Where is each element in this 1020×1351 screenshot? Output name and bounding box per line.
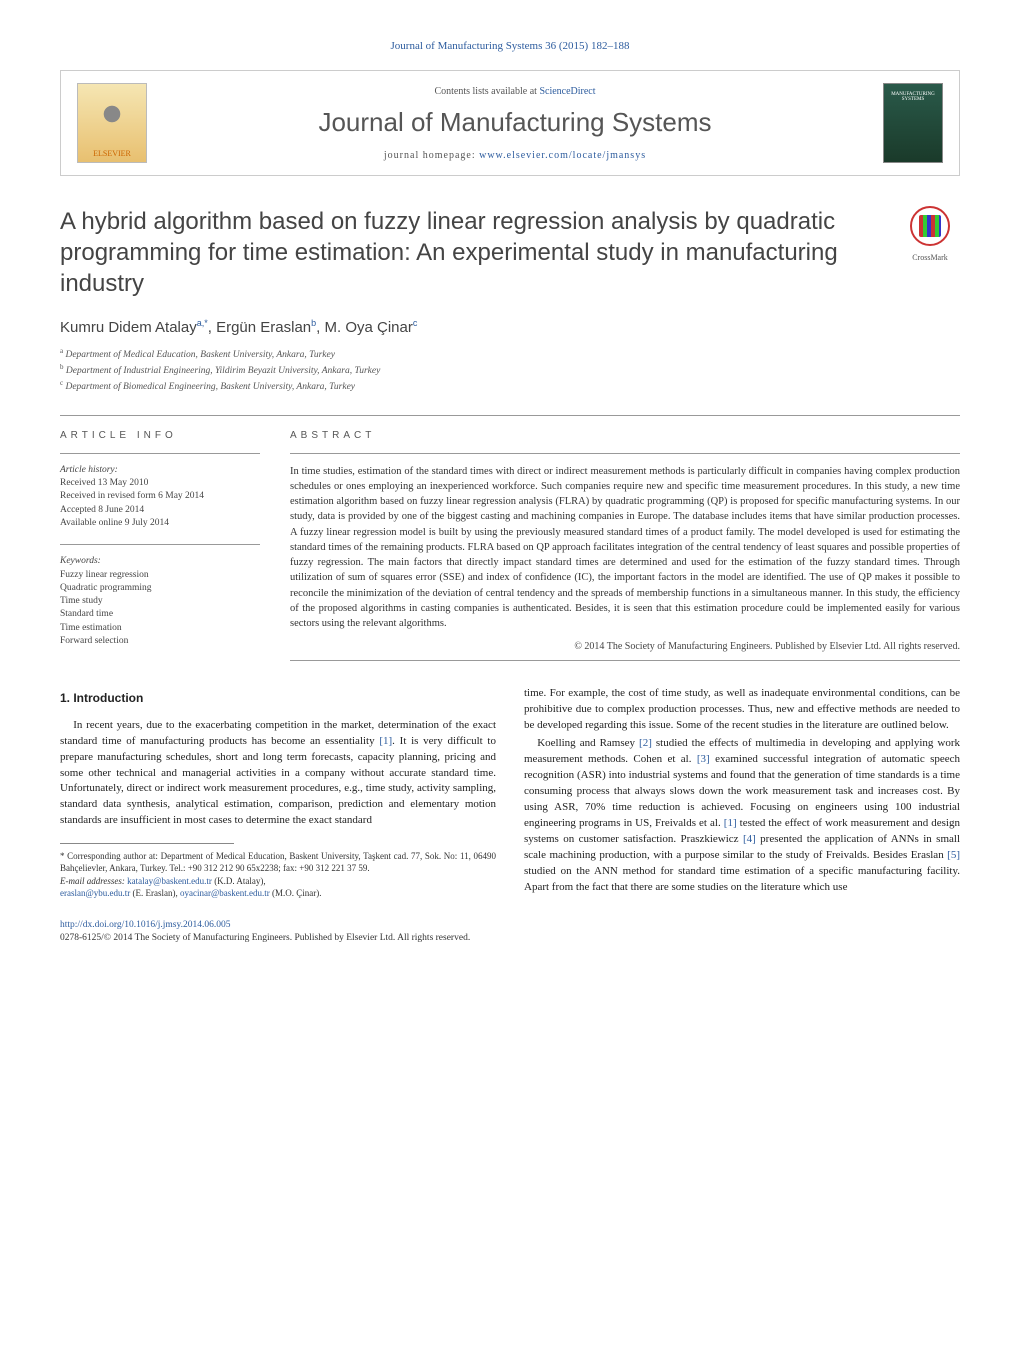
author-1-sup: a,* (197, 318, 208, 328)
doi-link[interactable]: http://dx.doi.org/10.1016/j.jmsy.2014.06… (60, 920, 230, 930)
contents-available: Contents lists available at ScienceDirec… (167, 86, 863, 97)
article-history: Article history: Received 13 May 2010 Re… (60, 464, 260, 530)
corresponding-author-note: Corresponding author at: Department of M… (60, 851, 496, 873)
keywords-block: Keywords: Fuzzy linear regression Quadra… (60, 555, 260, 648)
body-text: 1. Introduction In recent years, due to … (60, 686, 960, 899)
article-info-label: ARTICLE INFO (60, 430, 260, 441)
email-link-2[interactable]: eraslan@ybu.edu.tr (60, 888, 130, 898)
journal-header: ELSEVIER Contents lists available at Sci… (60, 70, 960, 176)
abstract-copyright: © 2014 The Society of Manufacturing Engi… (290, 641, 960, 652)
author-3: , M. Oya Çinar (316, 319, 413, 336)
footnotes: * Corresponding author at: Department of… (60, 850, 496, 899)
abstract-text: In time studies, estimation of the stand… (290, 464, 960, 631)
homepage-link[interactable]: www.elsevier.com/locate/jmansys (479, 150, 646, 161)
accepted-date: Accepted 8 June 2014 (60, 504, 260, 517)
page-footer: http://dx.doi.org/10.1016/j.jmsy.2014.06… (60, 919, 960, 946)
issn-copyright: 0278-6125/© 2014 The Society of Manufact… (60, 933, 470, 943)
section-1-title: 1. Introduction (60, 690, 496, 707)
keyword-4: Standard time (60, 608, 260, 621)
email-link-3[interactable]: oyacinar@baskent.edu.tr (180, 888, 270, 898)
email-name-1: (K.D. Atalay), (212, 876, 266, 886)
keyword-5: Time estimation (60, 622, 260, 635)
keywords-header: Keywords: (60, 555, 260, 568)
email-name-3: (M.O. Çinar). (270, 888, 322, 898)
article-title: A hybrid algorithm based on fuzzy linear… (60, 206, 880, 300)
revised-date: Received in revised form 6 May 2014 (60, 490, 260, 503)
keyword-6: Forward selection (60, 635, 260, 648)
journal-name: Journal of Manufacturing Systems (167, 107, 863, 138)
contents-prefix: Contents lists available at (434, 86, 539, 97)
crossmark-label: CrossMark (900, 253, 960, 262)
online-date: Available online 9 July 2014 (60, 517, 260, 530)
divider (60, 415, 960, 416)
body-p1: In recent years, due to the exacerbating… (60, 718, 496, 830)
ref-link[interactable]: [1] (724, 817, 737, 829)
sciencedirect-link[interactable]: ScienceDirect (539, 86, 595, 97)
ref-link[interactable]: [5] (947, 849, 960, 861)
body-p3: Koelling and Ramsey [2] studied the effe… (524, 736, 960, 895)
ref-link[interactable]: [3] (697, 753, 710, 765)
affiliation-a: Department of Medical Education, Baskent… (65, 350, 334, 360)
affiliation-c: Department of Biomedical Engineering, Ba… (65, 383, 355, 393)
received-date: Received 13 May 2010 (60, 477, 260, 490)
ref-link[interactable]: [2] (639, 737, 652, 749)
email-link-1[interactable]: katalay@baskent.edu.tr (127, 876, 212, 886)
crossmark-badge[interactable]: CrossMark (900, 206, 960, 262)
elsevier-label: ELSEVIER (93, 149, 131, 158)
crossmark-icon (910, 206, 950, 246)
affiliation-b: Department of Industrial Engineering, Yi… (66, 366, 380, 376)
homepage-prefix: journal homepage: (384, 150, 479, 161)
journal-homepage: journal homepage: www.elsevier.com/locat… (167, 150, 863, 161)
abstract-label: ABSTRACT (290, 430, 960, 441)
history-header: Article history: (60, 464, 260, 477)
author-1: Kumru Didem Atalay (60, 319, 197, 336)
authors-line: Kumru Didem Atalaya,*, Ergün Eraslanb, M… (60, 318, 960, 336)
author-2: , Ergün Eraslan (208, 319, 311, 336)
author-3-sup: c (413, 318, 418, 328)
ref-link[interactable]: [4] (743, 833, 756, 845)
journal-reference: Journal of Manufacturing Systems 36 (201… (60, 40, 960, 52)
email-name-2: (E. Eraslan), (130, 888, 180, 898)
ref-link[interactable]: [1] (379, 735, 392, 747)
cover-thumbnail: MANUFACTURING SYSTEMS (883, 83, 943, 163)
keyword-3: Time study (60, 595, 260, 608)
elsevier-logo: ELSEVIER (77, 83, 147, 163)
body-p2: time. For example, the cost of time stud… (524, 686, 960, 734)
affiliations: a Department of Medical Education, Baske… (60, 346, 960, 395)
emails-label: E-mail addresses: (60, 876, 125, 886)
keyword-1: Fuzzy linear regression (60, 569, 260, 582)
keyword-2: Quadratic programming (60, 582, 260, 595)
